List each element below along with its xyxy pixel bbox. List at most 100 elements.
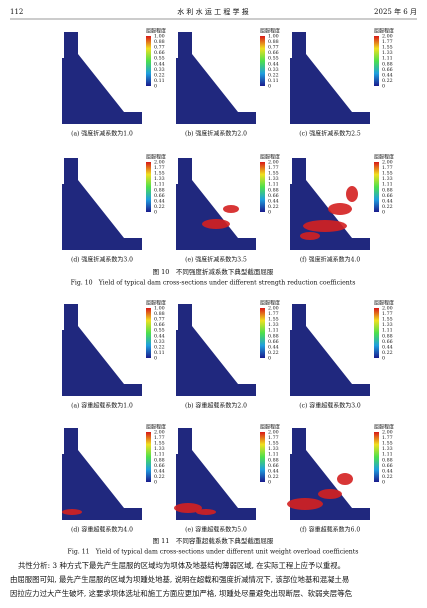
colorbar-tick-label: 2.00 — [268, 306, 279, 312]
colorbar-tick-label: 1.00 — [268, 34, 279, 40]
colorbar-tick-label: 0.44 — [268, 344, 279, 350]
colorbar-tick-label: 1.77 — [382, 311, 393, 317]
figure-caption-en: Fig. 11 Yield of typical dam cross-secti… — [68, 549, 359, 556]
colorbar-tick-label: 0.66 — [382, 463, 393, 469]
colorbar-tick-label: 1.11 — [382, 328, 393, 334]
colorbar-tick-label: 1.55 — [268, 317, 279, 323]
colorbar-tick-label: 0.22 — [154, 72, 165, 78]
yield-zone — [196, 509, 216, 515]
colorbar-tick-label: 0 — [268, 356, 271, 362]
colorbar-tick-label: 0.33 — [268, 67, 279, 73]
panel-caption: (e) 容重超载系数为5.0 — [185, 526, 247, 534]
legend-title: 屈服程度 — [146, 424, 166, 431]
panel-caption: (c) 强度折减系数为2.5 — [299, 130, 361, 138]
colorbar-tick-label: 0.44 — [382, 72, 393, 78]
colorbar-tick-label: 0.44 — [268, 61, 279, 67]
colorbar-tick-label: 1.33 — [268, 176, 279, 182]
colorbar-tick-label: 0.88 — [154, 311, 165, 317]
colorbar-tick-label: 1.11 — [154, 452, 165, 458]
colorbar-tick-label: 0.22 — [268, 350, 279, 356]
dam-section — [62, 304, 142, 396]
legend-title: 屈服程度 — [374, 28, 394, 35]
colorbar-tick-label: 2.00 — [154, 430, 165, 436]
figure-panel: 屈服程度2.001.771.551.331.110.880.660.440.22… — [174, 424, 280, 534]
legend-title: 屈服程度 — [146, 300, 166, 307]
colorbar-tick-label: 1.55 — [382, 441, 393, 447]
colorbar-tick-label: 1.11 — [154, 182, 165, 188]
colorbar-tick-label: 0 — [268, 480, 271, 486]
figure-panel: 屈服程度2.001.771.551.331.110.880.660.440.22… — [287, 424, 394, 534]
dam-section — [176, 304, 256, 396]
colorbar-tick-label: 1.77 — [154, 165, 165, 171]
colorbar-tick-label: 0.33 — [154, 339, 165, 345]
figure-panel: 屈服程度2.001.771.551.331.110.880.660.440.22… — [290, 300, 394, 410]
colorbar-tick-label: 0.88 — [382, 187, 393, 193]
colorbar-tick-label: 0.22 — [268, 204, 279, 210]
colorbar-tick-label: 0.22 — [382, 474, 393, 480]
colorbar-tick-label: 0.22 — [154, 474, 165, 480]
colorbar — [374, 36, 379, 86]
colorbar-tick-label: 0.33 — [154, 67, 165, 73]
colorbar-tick-label: 0.66 — [154, 463, 165, 469]
body-text: 因拉应力过大产生破坏, 这要求坝体选址和施工方面应更加严格, 坝踵处尽量避免出现… — [10, 589, 353, 598]
colorbar-tick-label: 1.55 — [154, 171, 165, 177]
colorbar-tick-label: 1.77 — [268, 435, 279, 441]
colorbar-tick-label: 0.11 — [268, 78, 279, 84]
colorbar-tick-label: 0 — [268, 84, 271, 90]
colorbar-tick-label: 0.22 — [154, 344, 165, 350]
colorbar-tick-label: 2.00 — [268, 430, 279, 436]
colorbar-tick-label: 0.11 — [154, 78, 165, 84]
colorbar-tick-label: 0.22 — [268, 72, 279, 78]
colorbar-tick-label: 1.77 — [382, 39, 393, 45]
colorbar-tick-label: 0.44 — [154, 61, 165, 67]
colorbar-tick-label: 0.88 — [154, 187, 165, 193]
panel-caption: (f) 强度折减系数为4.0 — [300, 256, 361, 264]
journal-name: 水 利 水 运 工 程 学 报 — [177, 7, 249, 16]
colorbar-tick-label: 0.66 — [268, 339, 279, 345]
colorbar-tick-label: 0.22 — [382, 78, 393, 84]
panel-caption: (c) 容重超载系数为3.0 — [299, 402, 361, 410]
legend-title: 屈服程度 — [260, 424, 280, 431]
colorbar-tick-label: 0.66 — [268, 193, 279, 199]
colorbar-tick-label: 0.88 — [268, 333, 279, 339]
colorbar-tick-label: 0.44 — [268, 468, 279, 474]
dam-section — [290, 304, 370, 396]
colorbar-tick-label: 0.88 — [154, 39, 165, 45]
colorbar-tick-label: 1.77 — [154, 435, 165, 441]
colorbar-tick-label: 0.66 — [154, 193, 165, 199]
colorbar — [260, 432, 265, 482]
colorbar-tick-label: 0.88 — [382, 457, 393, 463]
dam-section — [290, 428, 370, 520]
legend-title: 屈服程度 — [374, 300, 394, 307]
colorbar-tick-label: 0.44 — [154, 468, 165, 474]
colorbar-tick-label: 0.44 — [268, 198, 279, 204]
colorbar-tick-label: 0.66 — [154, 322, 165, 328]
legend-title: 屈服程度 — [146, 28, 166, 35]
colorbar-tick-label: 0 — [382, 210, 385, 216]
colorbar-tick-label: 1.55 — [382, 45, 393, 51]
yield-zone — [346, 186, 358, 202]
colorbar-tick-label: 0.66 — [268, 463, 279, 469]
colorbar — [374, 432, 379, 482]
colorbar-tick-label: 2.00 — [154, 160, 165, 166]
figure-panel: 屈服程度2.001.771.551.331.110.880.660.440.22… — [290, 28, 394, 138]
colorbar-tick-label: 0 — [268, 210, 271, 216]
yield-zone — [318, 489, 342, 499]
colorbar-tick-label: 0.88 — [268, 457, 279, 463]
colorbar-tick-label: 2.00 — [382, 306, 393, 312]
colorbar-tick-label: 1.11 — [268, 328, 279, 334]
colorbar-tick-label: 0.44 — [154, 198, 165, 204]
colorbar — [146, 162, 151, 212]
figure-caption-cn: 图 10 不同强度折减系数下典型截面屈服 — [153, 267, 274, 276]
colorbar-tick-label: 1.77 — [382, 435, 393, 441]
page-number: 112 — [10, 8, 23, 16]
body-text: 由屈服图可知, 最先产生屈服的区域为坝踵处地基, 说明在超载和强度折减情况下, … — [10, 575, 349, 584]
colorbar-tick-label: 0.22 — [382, 204, 393, 210]
colorbar-tick-label: 0.44 — [382, 344, 393, 350]
colorbar-tick-label: 0.77 — [154, 317, 165, 323]
colorbar-tick-label: 1.55 — [154, 441, 165, 447]
colorbar-tick-label: 1.33 — [268, 446, 279, 452]
colorbar-tick-label: 0.44 — [382, 198, 393, 204]
colorbar-tick-label: 1.11 — [382, 182, 393, 188]
colorbar-tick-label: 1.00 — [154, 34, 165, 40]
